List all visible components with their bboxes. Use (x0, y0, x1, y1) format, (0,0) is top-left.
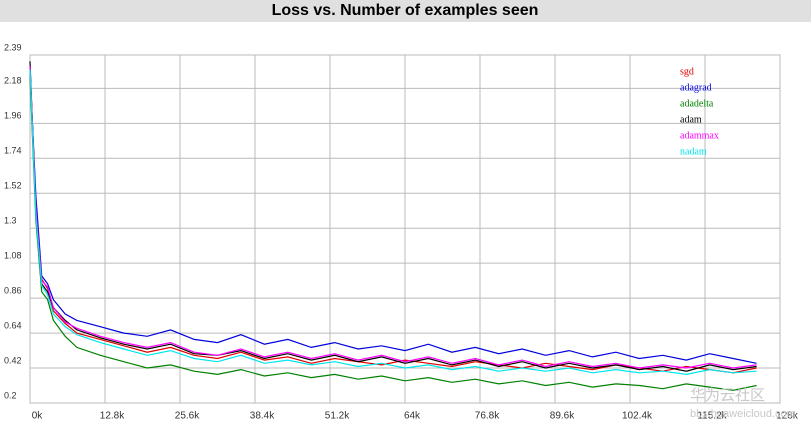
series-line (29, 66, 757, 369)
y-tick-label: 2.18 (4, 76, 22, 86)
x-tick-label: 89.6k (550, 411, 575, 422)
y-tick-label: 1.08 (4, 251, 22, 261)
series-line (29, 61, 757, 372)
watermark: 华为云社区 (690, 387, 765, 404)
y-tick-label: 0.42 (4, 355, 22, 365)
y-tick-label: 1.52 (4, 181, 22, 191)
series-line (29, 77, 757, 391)
title-bar (0, 0, 811, 22)
y-tick-label: 1.3 (4, 216, 17, 226)
legend-entry: adammax (680, 130, 719, 141)
series-line (29, 69, 757, 374)
y-tick-label: 0.86 (4, 285, 22, 295)
chart-title: Loss vs. Number of examples seen (272, 2, 539, 19)
x-tick-label: 0k (32, 411, 44, 422)
watermark-url: bbs.huaweicloud.com (690, 408, 796, 420)
x-tick-label: 38.4k (250, 411, 275, 422)
legend-entry: sgd (680, 66, 694, 77)
legend-entry: adagrad (680, 82, 712, 93)
x-tick-label: 102.4k (622, 411, 653, 422)
x-tick-label: 115.2k (697, 411, 727, 422)
y-tick-label: 0.2 (4, 390, 17, 400)
x-tick-label: 51.2k (325, 411, 350, 422)
x-tick-label: 76.8k (475, 411, 500, 422)
series-line (29, 69, 757, 376)
legend-entry: adadelta (680, 98, 714, 109)
y-tick-label: 2.39 (4, 42, 22, 52)
x-tick-label: 25.6k (175, 411, 200, 422)
legend-entry: nadam (680, 146, 707, 157)
x-tick-label: 128k (776, 411, 799, 422)
y-tick-label: 0.64 (4, 320, 22, 330)
x-tick-label: 64k (404, 411, 421, 422)
y-tick-label: 1.74 (4, 146, 22, 156)
legend-entry: adam (680, 114, 702, 125)
y-tick-label: 1.96 (4, 111, 22, 121)
series-line (29, 72, 757, 364)
x-tick-label: 12.8k (100, 411, 125, 422)
